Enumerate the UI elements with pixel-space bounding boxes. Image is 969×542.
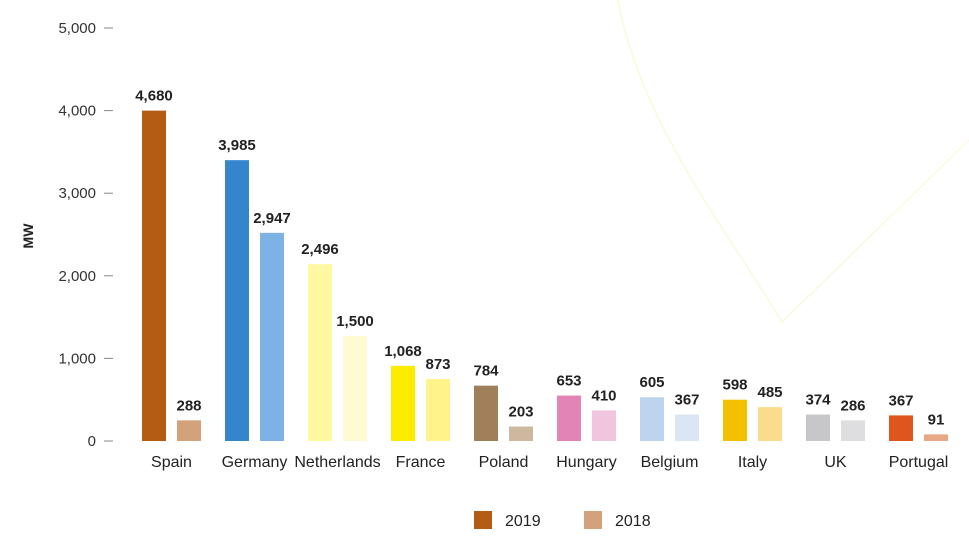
category-label: Portugal <box>889 454 949 471</box>
y-tick-label: 5,000 <box>58 20 96 37</box>
bar-2019 <box>640 397 664 441</box>
data-label-2019: 374 <box>805 392 831 409</box>
data-label-2019: 605 <box>639 374 664 391</box>
data-label-2018: 91 <box>928 411 945 428</box>
category-label: Italy <box>738 454 767 471</box>
data-label-2019: 367 <box>888 392 913 409</box>
data-label-2019: 598 <box>722 377 747 394</box>
bar-2019 <box>723 399 747 441</box>
bar-2019 <box>474 385 498 441</box>
data-label-2019: 3,985 <box>218 137 256 154</box>
bar-2019 <box>308 264 332 441</box>
data-label-2018: 873 <box>425 356 450 373</box>
data-label-2018: 286 <box>840 397 865 414</box>
bar-2018 <box>675 414 699 441</box>
bar-2018 <box>260 232 284 441</box>
bar-2019 <box>806 414 830 441</box>
y-tick-label: 3,000 <box>58 185 96 202</box>
bar-2018 <box>509 426 533 441</box>
data-label-2019: 1,068 <box>384 343 422 360</box>
category-labels: Spain Germany Netherlands France Poland Hunga… <box>151 454 948 471</box>
bar-2019 <box>142 110 166 441</box>
bar-2018 <box>343 336 367 441</box>
y-tick-label: 2,000 <box>58 268 96 285</box>
bar-2019 <box>557 395 581 441</box>
bar-2019 <box>391 365 415 441</box>
bars <box>142 110 948 441</box>
category-label: Poland <box>479 454 529 471</box>
y-tick-label: 1,000 <box>58 350 96 367</box>
y-tick-label: 0 <box>88 433 96 450</box>
legend: 2019 2018 <box>474 511 651 530</box>
data-label-2018: 485 <box>757 384 782 401</box>
category-label: Netherlands <box>294 454 380 471</box>
legend-label: 2018 <box>615 513 651 530</box>
bar-2018 <box>592 410 616 441</box>
data-label-2019: 4,680 <box>135 88 173 105</box>
legend-label: 2019 <box>505 513 541 530</box>
legend-swatch <box>584 511 602 529</box>
category-label: UK <box>824 454 847 471</box>
data-label-2018: 2,947 <box>253 210 291 227</box>
y-axis-title: MW <box>20 223 36 249</box>
category-label: Belgium <box>641 454 699 471</box>
bar-2018 <box>841 420 865 441</box>
bar-2019 <box>225 160 249 441</box>
data-label-2018: 288 <box>176 397 201 414</box>
category-label: Spain <box>151 454 192 471</box>
data-label-2019: 653 <box>556 373 581 390</box>
bar-2018 <box>177 420 201 441</box>
decorative-curve <box>617 0 969 324</box>
bar-2018 <box>758 407 782 441</box>
legend-swatch <box>474 511 492 529</box>
data-label-2019: 784 <box>473 363 499 380</box>
y-axis: 0 1,000 2,000 3,000 4,000 5,000 <box>58 20 113 450</box>
data-label-2018: 203 <box>508 404 533 421</box>
data-label-2018: 410 <box>591 387 616 404</box>
category-label: Germany <box>222 454 288 471</box>
bar-2018 <box>924 434 948 441</box>
data-label-2019: 2,496 <box>301 241 339 258</box>
bar-2019 <box>889 415 913 441</box>
data-label-2018: 367 <box>674 392 699 409</box>
category-label: France <box>396 454 446 471</box>
data-label-2018: 1,500 <box>336 313 374 330</box>
category-label: Hungary <box>556 454 616 471</box>
y-tick-label: 4,000 <box>58 103 96 120</box>
bar-2018 <box>426 379 450 441</box>
